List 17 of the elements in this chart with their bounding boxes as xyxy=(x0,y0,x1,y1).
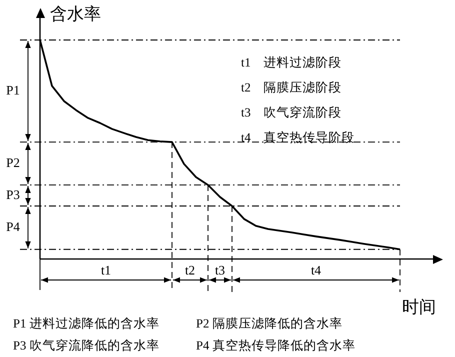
text: t2 xyxy=(184,262,196,278)
text: P4 真空热传导降低的含水率 xyxy=(196,337,356,352)
text: P1 xyxy=(6,82,20,98)
text: P2 xyxy=(6,154,20,170)
text: P3 xyxy=(6,186,20,202)
x-axis-title: 时间 xyxy=(402,297,436,316)
text: P3 吹气穿流降低的含水率 xyxy=(13,337,160,352)
annotation: t3 吹气穿流阶段 xyxy=(241,104,342,120)
annotation: t2 隔膜压滤阶段 xyxy=(241,80,342,94)
text: P1 进料过滤降低的含水率 xyxy=(13,315,160,330)
y-axis-title: 含水率 xyxy=(50,4,101,24)
text: P4 xyxy=(6,219,20,234)
annotation: t1 进料过滤阶段 xyxy=(241,55,342,70)
text: t4 xyxy=(310,262,322,278)
text: t1 xyxy=(100,262,112,278)
text: t3 xyxy=(214,262,226,278)
text: P2 隔膜压滤降低的含水率 xyxy=(196,315,342,330)
